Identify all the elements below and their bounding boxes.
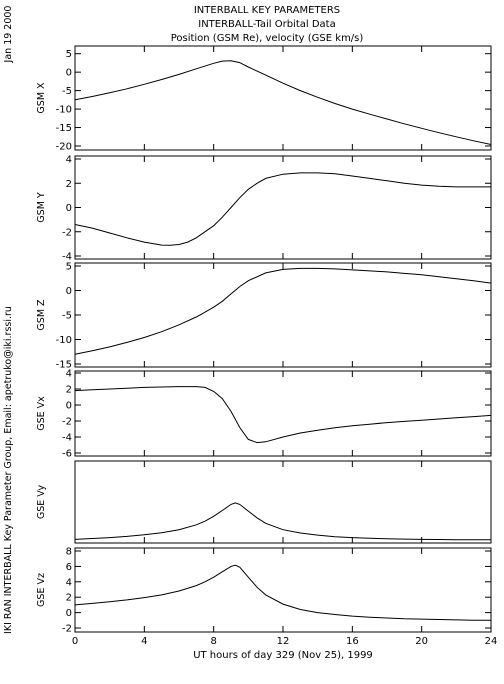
y-tick-label: 0 [66, 286, 72, 297]
x-tick-label: 20 [415, 636, 428, 647]
series-line [74, 172, 491, 246]
y-tick-label: 4 [66, 369, 72, 380]
panel-frame [74, 370, 492, 457]
series-line [74, 564, 491, 621]
y-tick-label: 0 [66, 203, 72, 214]
y-tick-label: -6 [62, 449, 72, 460]
x-tick-label: 16 [346, 636, 359, 647]
panel-4: 4 2 0 -2 -4 -6 GSE Vx [36, 369, 492, 460]
y-axis-label: GSE Vz [36, 573, 47, 607]
x-tick-label: 4 [141, 636, 147, 647]
y-tick-label: 4 [66, 155, 72, 166]
y-tick-label: 0 [66, 608, 72, 619]
series-line [74, 502, 491, 541]
panel-frame [74, 460, 492, 544]
date-label: Jan 19 2000 [3, 6, 14, 64]
panel-frame [74, 155, 492, 260]
panel-5: GSE Vy [36, 460, 492, 544]
x-tick-label: 12 [277, 636, 290, 647]
y-tick-label: 4 [66, 577, 72, 588]
panel-1: 5 0 -5 -10 -15 -20 GSM X [36, 45, 492, 153]
x-axis: 0 4 8 12 16 20 24 [72, 636, 498, 647]
title-line-3: Position (GSM Re), velocity (GSE km/s) [171, 33, 364, 44]
y-tick-label: 0 [66, 401, 72, 412]
y-tick-label: -5 [62, 311, 72, 322]
x-tick-label: 8 [210, 636, 216, 647]
title-line-2: INTERBALL-Tail Orbital Data [198, 19, 335, 30]
y-tick-label: -10 [56, 105, 72, 116]
x-tick-label: 24 [485, 636, 498, 647]
y-axis-label: GSE Vy [36, 484, 47, 519]
title-block: INTERBALL KEY PARAMETERS INTERBALL-Tail … [171, 5, 364, 44]
y-tick-label: 0 [66, 68, 72, 79]
y-tick-label: -2 [62, 417, 72, 428]
panel-3: 5 0 -5 -10 -15 GSM Z [36, 262, 492, 371]
y-tick-label: -2 [62, 227, 72, 238]
y-tick-label: -4 [62, 433, 72, 444]
panel-6: 8 6 4 2 0 -2 GSE Vz [36, 547, 492, 635]
y-tick-label: -20 [56, 142, 72, 153]
y-axis-label: GSE Vx [36, 396, 47, 431]
y-tick-label: 2 [66, 385, 72, 396]
y-tick-label: 2 [66, 593, 72, 604]
group-email-label: IKI RAN INTERBALL Key Parameter Group, E… [3, 306, 14, 634]
x-axis-label: UT hours of day 329 (Nov 25), 1999 [193, 650, 373, 661]
y-tick-label: 8 [66, 547, 72, 558]
y-tick-label: -4 [62, 252, 72, 263]
y-tick-label: 5 [66, 262, 72, 273]
y-tick-label: -15 [56, 360, 72, 371]
y-tick-label: -2 [62, 624, 72, 635]
y-tick-label: 6 [66, 562, 72, 573]
series-line [74, 60, 492, 145]
y-tick-label: 2 [66, 179, 72, 190]
y-axis-label: GSM X [36, 82, 47, 114]
series-line [74, 386, 492, 444]
y-tick-label: -15 [56, 123, 72, 134]
series-line [74, 267, 492, 355]
panel-2: 4 2 0 -2 -4 GSM Y [36, 155, 492, 263]
y-tick-label: -10 [56, 335, 72, 346]
panel-frame [74, 262, 492, 368]
x-tick-label: 0 [72, 636, 78, 647]
y-axis-label: GSM Y [36, 192, 47, 223]
panel-frame [74, 45, 492, 151]
title-line-1: INTERBALL KEY PARAMETERS [194, 5, 340, 16]
y-tick-label: 5 [66, 49, 72, 60]
y-tick-label: -5 [62, 86, 72, 97]
y-axis-label: GSM Z [36, 299, 47, 331]
